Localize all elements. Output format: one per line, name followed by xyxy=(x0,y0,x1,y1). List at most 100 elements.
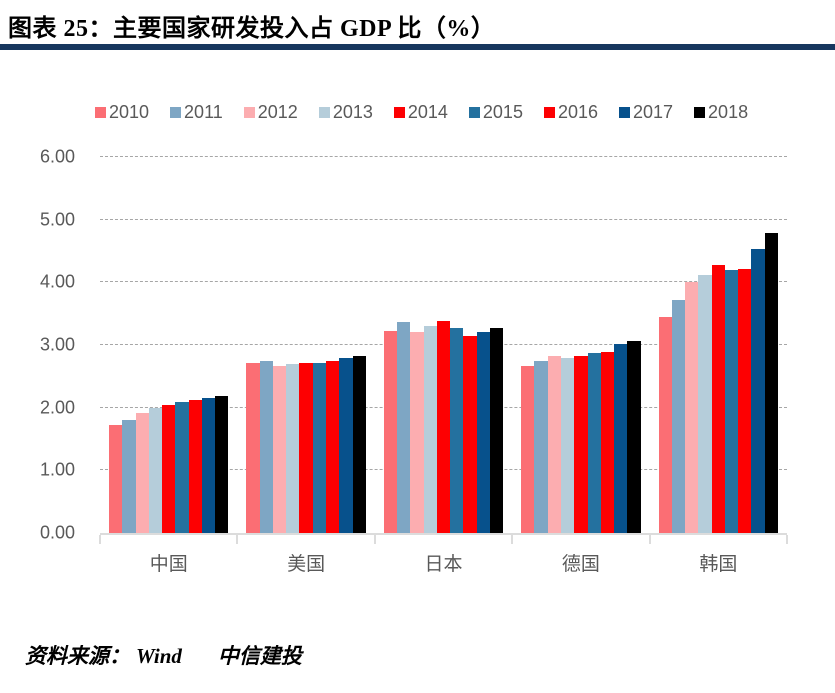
bar-韩国-2017 xyxy=(751,248,765,533)
legend-item-2017: 2017 xyxy=(619,102,673,123)
legend-item-2013: 2013 xyxy=(318,102,373,123)
bar-德国-2013 xyxy=(561,358,575,533)
bar-group-韩国 xyxy=(650,157,787,533)
legend-item-2015: 2015 xyxy=(468,102,523,123)
bar-韩国-2016 xyxy=(738,269,752,533)
bar-美国-2010 xyxy=(246,362,260,533)
bar-德国-2014 xyxy=(574,355,588,533)
legend-swatch-icon xyxy=(95,107,106,118)
bar-美国-2018 xyxy=(352,356,366,533)
bar-美国-2015 xyxy=(312,363,326,533)
legend-label: 2018 xyxy=(708,102,749,122)
x-axis-labels: 中国 美国 日本 德国 韩国 xyxy=(100,549,787,576)
bar-日本-2017 xyxy=(476,331,490,533)
bar-中国-2015 xyxy=(175,402,189,533)
x-axis-label-韩国: 韩国 xyxy=(699,554,738,575)
y-axis: 0.00 1.00 2.00 3.00 4.00 5.00 6.00 xyxy=(0,147,92,543)
bar-德国-2018 xyxy=(627,340,641,533)
legend-swatch-icon xyxy=(543,107,555,118)
legend-swatch-icon xyxy=(170,107,182,118)
legend-item-2018: 2018 xyxy=(694,102,748,123)
x-axis-label-日本: 日本 xyxy=(424,554,463,575)
x-axis-tick xyxy=(786,535,788,544)
legend-swatch-icon xyxy=(619,107,630,118)
y-axis-label: 3.00 xyxy=(39,334,75,355)
legend-label: 2012 xyxy=(257,102,298,122)
bar-日本-2018 xyxy=(489,328,504,533)
legend-swatch-icon xyxy=(393,107,405,118)
bar-美国-2016 xyxy=(326,361,340,533)
y-axis-label: 4.00 xyxy=(39,271,75,292)
legend-label: 2015 xyxy=(482,102,523,122)
bar-中国-2018 xyxy=(215,395,229,533)
gridline xyxy=(100,218,787,220)
bar-日本-2013 xyxy=(423,326,437,533)
bar-韩国-2013 xyxy=(698,274,712,533)
bar-group-日本 xyxy=(375,157,512,533)
chart-title: 图表 25：主要国家研发投入占 GDP 比（%） xyxy=(8,16,496,42)
title-rule xyxy=(0,44,835,50)
x-ticks xyxy=(99,157,788,544)
legend-item-2012: 2012 xyxy=(243,102,298,123)
bar-group-美国 xyxy=(237,157,374,533)
bar-韩国-2018 xyxy=(764,232,779,533)
bar-日本-2015 xyxy=(450,328,464,533)
x-axis-tick xyxy=(373,535,376,544)
y-axis-label: 0.00 xyxy=(39,522,75,543)
legend-swatch-icon xyxy=(243,107,255,118)
plot-area xyxy=(99,156,788,544)
bar-日本-2012 xyxy=(410,331,424,533)
legend-swatch-icon xyxy=(468,107,480,118)
bar-美国-2011 xyxy=(259,361,273,533)
bar-group-中国 xyxy=(100,157,237,533)
gridline xyxy=(100,281,787,283)
legend-item-2016: 2016 xyxy=(543,102,598,123)
legend-label: 2013 xyxy=(332,102,373,122)
source-label: 资料来源： xyxy=(25,644,130,668)
source-item-wind: Wind xyxy=(136,644,182,668)
bar-韩国-2012 xyxy=(685,282,699,533)
bar-中国-2011 xyxy=(122,420,136,533)
legend-swatch-icon xyxy=(694,107,706,118)
x-axis-tick xyxy=(648,535,651,544)
legend-swatch-icon xyxy=(318,107,330,118)
bar-日本-2010 xyxy=(383,331,398,533)
bar-韩国-2015 xyxy=(724,269,739,533)
bar-德国-2012 xyxy=(547,355,562,533)
bar-group-德国 xyxy=(512,157,649,533)
y-axis-label: 2.00 xyxy=(39,397,75,418)
bar-德国-2016 xyxy=(600,351,615,533)
y-axis-label: 1.00 xyxy=(39,459,75,480)
source-note: 资料来源： Wind 中信建投 xyxy=(25,640,302,670)
bar-日本-2016 xyxy=(463,335,477,533)
bar-德国-2015 xyxy=(587,353,601,533)
bar-韩国-2014 xyxy=(711,264,725,533)
x-axis-tick xyxy=(99,535,101,544)
legend-label: 2017 xyxy=(633,102,674,122)
bar-中国-2016 xyxy=(188,399,202,533)
x-axis-tick xyxy=(236,535,239,544)
legend-item-2014: 2014 xyxy=(393,102,448,123)
legend: 2010 2011 2012 2013 2014 2015 2016 2017 2018 xyxy=(95,102,795,123)
bar-美国-2012 xyxy=(272,366,287,533)
bar-美国-2013 xyxy=(286,363,300,533)
bar-韩国-2010 xyxy=(658,316,672,533)
bar-日本-2014 xyxy=(436,320,451,533)
legend-label: 2011 xyxy=(184,102,223,122)
bar-美国-2014 xyxy=(299,362,313,533)
bar-德国-2011 xyxy=(534,360,548,533)
x-axis-tick xyxy=(511,535,514,544)
legend-item-2011: 2011 xyxy=(170,102,223,123)
legend-label: 2016 xyxy=(557,102,598,122)
bar-德国-2017 xyxy=(614,344,628,533)
y-axis-label: 6.00 xyxy=(39,146,75,167)
legend-item-2010: 2010 xyxy=(95,102,149,123)
x-axis-label-德国: 德国 xyxy=(561,554,600,575)
bar-中国-2012 xyxy=(135,412,149,533)
bar-中国-2010 xyxy=(109,425,123,533)
bar-美国-2017 xyxy=(339,358,353,533)
legend-label: 2014 xyxy=(407,102,448,122)
bar-韩国-2011 xyxy=(671,299,686,533)
bar-groups xyxy=(100,157,787,533)
